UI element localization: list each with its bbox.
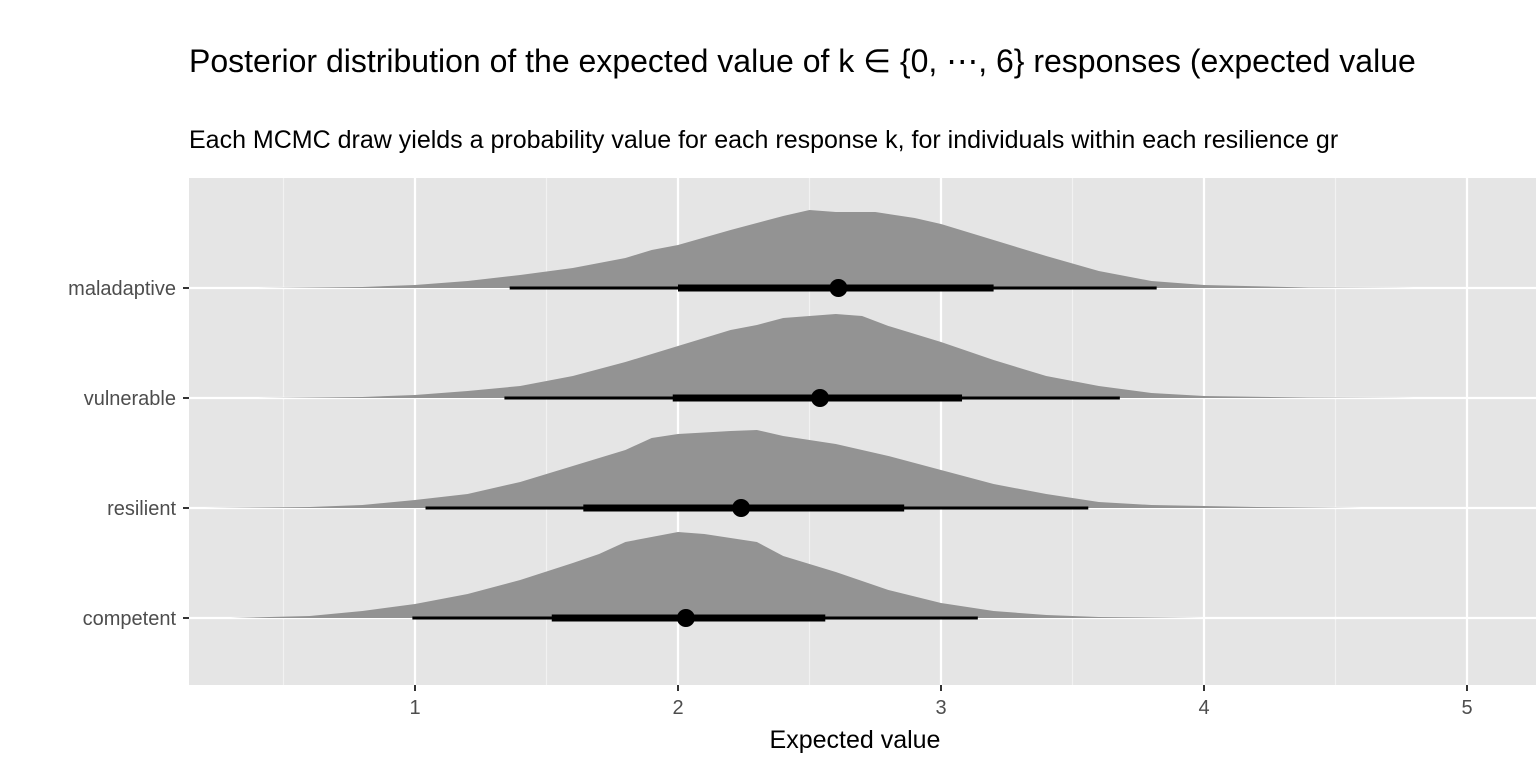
- x-tick-label: 5: [1461, 697, 1472, 719]
- density-vulnerable: [257, 314, 1415, 398]
- density-rows: [204, 210, 1415, 627]
- x-tick-label: 1: [409, 697, 420, 719]
- point-maladaptive: [829, 279, 848, 297]
- y-tick-label-vulnerable: vulnerable: [84, 388, 176, 410]
- y-tick-label-competent: competent: [83, 608, 177, 630]
- y-tick-label-maladaptive: maladaptive: [68, 278, 176, 300]
- density-resilient: [204, 430, 1362, 508]
- y-tick-label-resilient: resilient: [107, 498, 176, 520]
- point-competent: [676, 609, 695, 627]
- row-maladaptive: [257, 210, 1415, 297]
- x-tick-label: 4: [1198, 697, 1209, 719]
- y-axis: maladaptive vulnerable resilient competent: [68, 278, 189, 630]
- x-axis-label: Expected value: [770, 726, 941, 754]
- point-resilient: [732, 499, 751, 517]
- chart-subtitle: Each MCMC draw yields a probability valu…: [189, 126, 1339, 154]
- x-axis: 1 2 3 4 5: [409, 685, 1473, 719]
- chart-title: Posterior distribution of the expected v…: [189, 43, 1416, 79]
- density-maladaptive: [257, 210, 1415, 288]
- row-vulnerable: [257, 314, 1415, 407]
- point-vulnerable: [811, 389, 830, 407]
- row-resilient: [204, 430, 1362, 517]
- row-competent: [230, 532, 1204, 627]
- x-tick-label: 3: [935, 697, 946, 719]
- density-competent: [230, 532, 1204, 618]
- x-tick-label: 2: [672, 697, 683, 719]
